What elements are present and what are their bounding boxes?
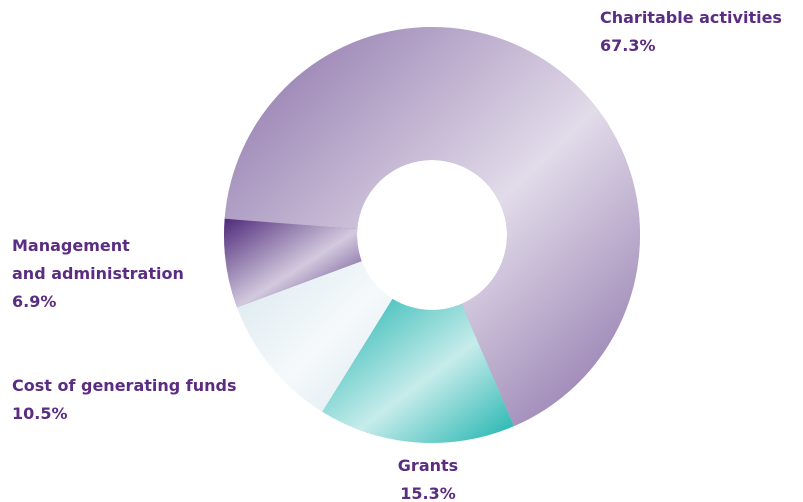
value-label: 67.3% (600, 36, 656, 55)
value-label: 15.3% (400, 484, 456, 502)
slice-label: Management and administration 6.9% (12, 232, 184, 316)
value-label: 6.9% (12, 292, 57, 311)
category-name: Charitable activities (600, 8, 782, 27)
value-label: 10.5% (12, 404, 68, 423)
slice-shine (322, 298, 515, 444)
category-name: Management and administration (12, 236, 184, 283)
category-name: Grants (397, 456, 459, 475)
slice-shine (224, 27, 640, 427)
category-name: Cost of generating funds (12, 376, 237, 395)
slice-label: Grants 15.3% (378, 452, 478, 502)
slice-label: Cost of generating funds 10.5% (12, 372, 237, 428)
slice-shine (236, 261, 393, 412)
slice-shine (224, 218, 362, 308)
slice-label: Charitable activities 67.3% (600, 4, 782, 60)
